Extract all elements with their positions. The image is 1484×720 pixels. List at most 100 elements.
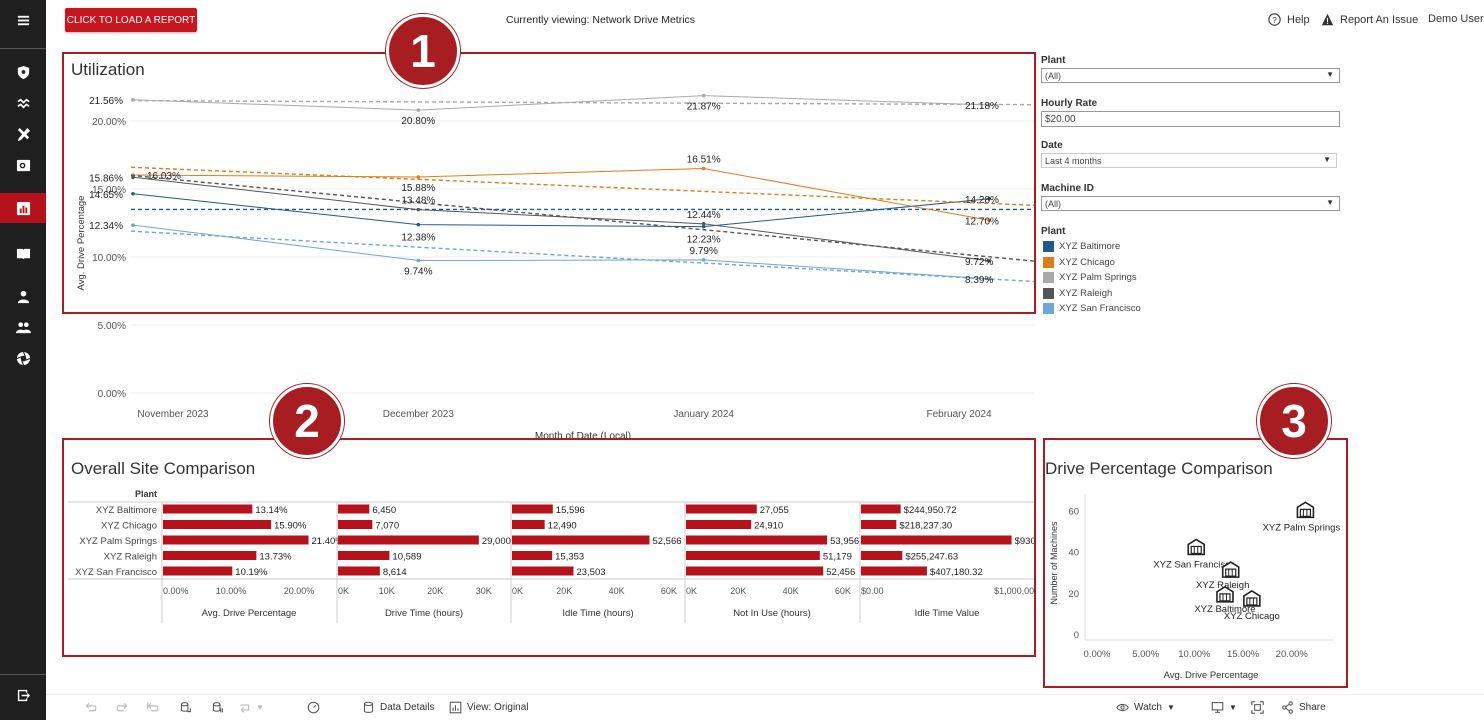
factory-icon[interactable] xyxy=(1187,538,1206,556)
legend-item[interactable]: XYZ Baltimore xyxy=(1043,241,1120,252)
bar[interactable] xyxy=(163,504,253,514)
bar[interactable] xyxy=(686,535,828,545)
bar[interactable] xyxy=(338,504,370,514)
legend-item[interactable]: XYZ Chicago xyxy=(1043,256,1115,268)
data-point[interactable] xyxy=(416,222,421,227)
data-point[interactable] xyxy=(987,196,991,201)
bar-chart-icon[interactable] xyxy=(0,193,46,223)
bar[interactable] xyxy=(861,566,927,576)
date-filter-value: Last 4 months xyxy=(1045,156,1102,166)
data-point[interactable] xyxy=(987,259,991,263)
legend-label: XYZ Palm Springs xyxy=(1059,272,1137,283)
x-tick-label: 10.00% xyxy=(1178,649,1211,660)
data-point[interactable] xyxy=(701,258,706,262)
factory-icon[interactable] xyxy=(1221,561,1240,578)
aperture-icon[interactable] xyxy=(0,343,46,373)
data-point[interactable] xyxy=(987,103,991,107)
bar[interactable] xyxy=(686,566,824,576)
help-link[interactable]: ? Help xyxy=(1268,13,1310,26)
search-report-icon[interactable] xyxy=(0,150,46,180)
replay-button[interactable]: ▼ xyxy=(238,701,264,714)
performance-button[interactable] xyxy=(307,701,320,714)
bar[interactable] xyxy=(861,520,897,529)
bar[interactable] xyxy=(163,520,272,529)
factory-icon[interactable] xyxy=(1216,585,1234,603)
user-icon[interactable] xyxy=(0,281,46,311)
data-point[interactable] xyxy=(701,93,706,98)
report-issue-label: Report An Issue xyxy=(1340,13,1419,26)
legend-item[interactable]: XYZ San Francisco xyxy=(1043,303,1141,314)
data-label: 16.03% xyxy=(147,171,181,182)
plant-filter-select[interactable]: (All) ▼ xyxy=(1041,68,1340,83)
bar[interactable] xyxy=(512,535,650,545)
redo-button[interactable] xyxy=(116,701,129,714)
hourly-rate-input[interactable]: $20.00 xyxy=(1041,111,1340,127)
revert-button[interactable] xyxy=(146,701,159,714)
bar[interactable] xyxy=(163,566,233,576)
bar-value-label: 52,566 xyxy=(652,536,681,547)
factory-icon[interactable] xyxy=(1296,501,1315,519)
bar[interactable] xyxy=(338,566,380,576)
report-issue-link[interactable]: Report An Issue xyxy=(1321,13,1418,26)
share-button[interactable]: Share xyxy=(1281,701,1326,714)
data-point[interactable] xyxy=(987,277,991,281)
bar[interactable] xyxy=(861,551,903,560)
bar[interactable] xyxy=(338,520,373,529)
x-axis-title: Avg. Drive Percentage xyxy=(1164,670,1259,681)
site-comparison-title: Overall Site Comparison xyxy=(71,459,256,478)
view-icon xyxy=(449,701,462,714)
pause-updates-button[interactable] xyxy=(211,701,224,714)
data-point[interactable] xyxy=(416,258,421,263)
plant-row-label: XYZ Chicago xyxy=(101,521,157,532)
load-report-button[interactable]: CLICK TO LOAD A REPORT xyxy=(65,8,197,32)
data-point[interactable] xyxy=(131,97,135,102)
bar[interactable] xyxy=(163,551,257,560)
data-details-button[interactable]: Data Details xyxy=(362,701,434,714)
legend-item[interactable]: XYZ Raleigh xyxy=(1043,287,1112,299)
bar[interactable] xyxy=(686,504,757,514)
data-point[interactable] xyxy=(701,166,706,171)
data-point[interactable] xyxy=(701,222,706,226)
data-point[interactable] xyxy=(416,108,421,112)
book-icon[interactable] xyxy=(0,238,46,268)
data-point[interactable] xyxy=(131,175,135,180)
wave-icon[interactable] xyxy=(0,88,46,118)
menu-icon[interactable] xyxy=(0,5,46,35)
data-point[interactable] xyxy=(416,175,421,179)
factory-icon[interactable] xyxy=(1243,590,1261,607)
bar[interactable] xyxy=(512,566,574,576)
legend-item[interactable]: XYZ Palm Springs xyxy=(1043,272,1137,283)
bar[interactable] xyxy=(861,535,1012,545)
data-point[interactable] xyxy=(987,218,991,223)
bar[interactable] xyxy=(512,551,553,560)
bar[interactable] xyxy=(686,551,820,560)
refresh-button[interactable] xyxy=(179,701,192,714)
undo-button[interactable] xyxy=(84,701,97,714)
bar[interactable] xyxy=(512,504,553,514)
date-filter-select[interactable]: Last 4 months ▼ xyxy=(1041,153,1337,168)
top-bar: CLICK TO LOAD A REPORT Currently viewing… xyxy=(46,0,1484,40)
machine-id-select[interactable]: (All) ▼ xyxy=(1041,196,1340,211)
x-tick-label: 10K xyxy=(379,586,395,596)
shield-icon[interactable] xyxy=(0,57,46,87)
view-original-button[interactable]: View: Original xyxy=(449,701,529,714)
x-tick-label: 5.00% xyxy=(1132,649,1159,660)
bar[interactable] xyxy=(338,535,479,545)
users-icon[interactable] xyxy=(0,312,46,342)
bar[interactable] xyxy=(163,535,309,545)
logout-icon[interactable] xyxy=(0,680,46,710)
data-point[interactable] xyxy=(701,224,706,229)
data-point[interactable] xyxy=(131,191,135,196)
present-button[interactable]: ▼ xyxy=(1211,701,1237,714)
data-point[interactable] xyxy=(416,207,421,212)
tools-icon[interactable] xyxy=(0,119,46,149)
bar[interactable] xyxy=(861,504,901,514)
data-point[interactable] xyxy=(131,223,135,227)
bar[interactable] xyxy=(512,520,545,529)
fullscreen-button[interactable] xyxy=(1251,701,1264,714)
watch-button[interactable]: Watch ▼ xyxy=(1116,701,1175,714)
bar[interactable] xyxy=(686,520,752,529)
bar[interactable] xyxy=(338,551,390,560)
bar-value-label: 24,910 xyxy=(754,521,783,532)
user-menu[interactable]: Demo User xyxy=(1428,13,1484,25)
